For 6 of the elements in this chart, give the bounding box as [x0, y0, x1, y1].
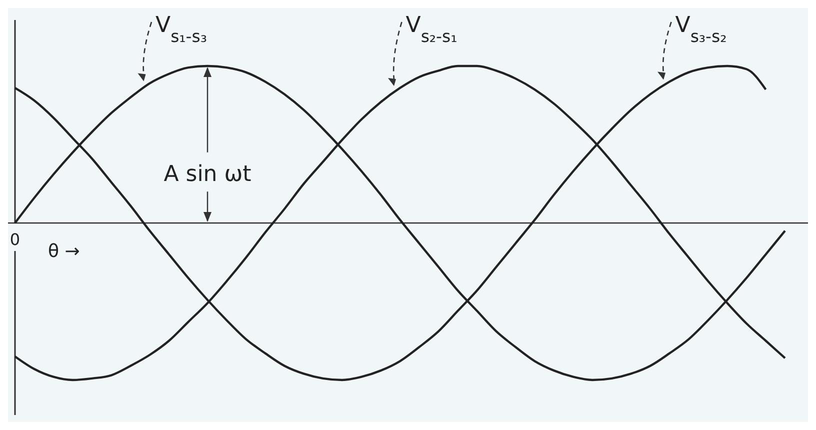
series-label: V$_{s₁-s₃}$: [156, 13, 207, 46]
series-label: V$_{s₃-s₂}$: [675, 13, 727, 46]
annotation: θ →: [48, 241, 80, 262]
annotation: A sin ωt: [164, 162, 252, 187]
series-label: V$_{s₂-s₁}$: [406, 13, 458, 46]
annotation: 0: [10, 230, 20, 249]
